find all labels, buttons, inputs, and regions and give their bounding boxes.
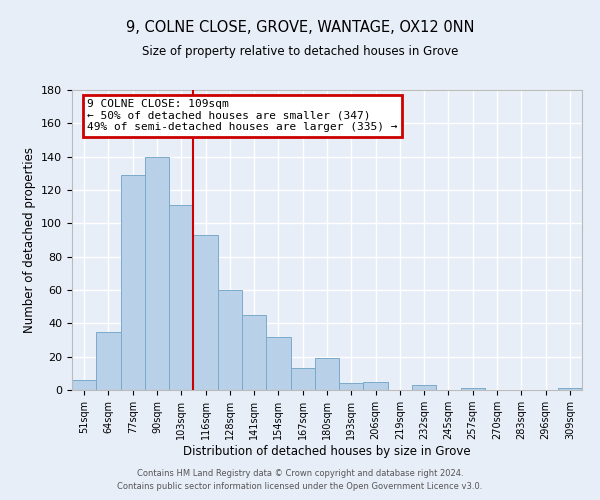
Bar [193, 235, 218, 390]
Bar [412, 385, 436, 390]
Text: Size of property relative to detached houses in Grove: Size of property relative to detached ho… [142, 45, 458, 58]
Bar [218, 290, 242, 390]
Y-axis label: Number of detached properties: Number of detached properties [23, 147, 35, 333]
Bar [339, 384, 364, 390]
Bar [121, 175, 145, 390]
Bar [96, 332, 121, 390]
Text: 9, COLNE CLOSE, GROVE, WANTAGE, OX12 0NN: 9, COLNE CLOSE, GROVE, WANTAGE, OX12 0NN [126, 20, 474, 35]
Bar [169, 205, 193, 390]
Bar [290, 368, 315, 390]
Text: Contains public sector information licensed under the Open Government Licence v3: Contains public sector information licen… [118, 482, 482, 491]
X-axis label: Distribution of detached houses by size in Grove: Distribution of detached houses by size … [183, 445, 471, 458]
Bar [558, 388, 582, 390]
Text: 9 COLNE CLOSE: 109sqm
← 50% of detached houses are smaller (347)
49% of semi-det: 9 COLNE CLOSE: 109sqm ← 50% of detached … [88, 99, 398, 132]
Text: Contains HM Land Registry data © Crown copyright and database right 2024.: Contains HM Land Registry data © Crown c… [137, 468, 463, 477]
Bar [72, 380, 96, 390]
Bar [461, 388, 485, 390]
Bar [145, 156, 169, 390]
Bar [364, 382, 388, 390]
Bar [242, 315, 266, 390]
Bar [315, 358, 339, 390]
Bar [266, 336, 290, 390]
